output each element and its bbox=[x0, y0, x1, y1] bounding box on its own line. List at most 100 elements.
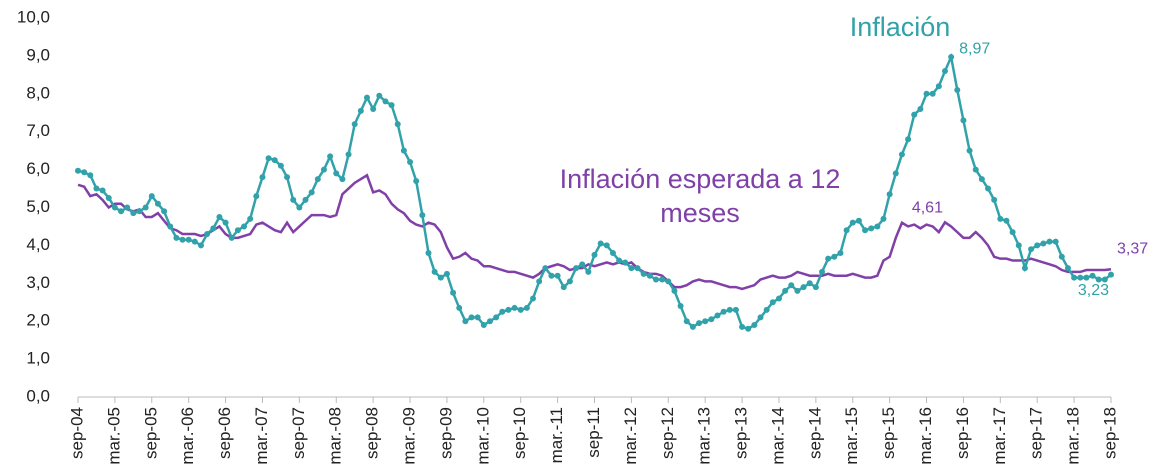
point bbox=[751, 321, 758, 328]
point bbox=[978, 176, 985, 183]
x-tick-label: sep-11 bbox=[584, 407, 603, 458]
x-tick-label: mar.-13 bbox=[695, 407, 714, 465]
point bbox=[167, 223, 174, 230]
point bbox=[456, 304, 463, 311]
point bbox=[874, 223, 881, 230]
x-tick-label: sep-14 bbox=[805, 407, 824, 459]
point bbox=[880, 215, 887, 222]
y-tick-label: 4,0 bbox=[26, 235, 50, 254]
x-tick-label: mar.-10 bbox=[473, 407, 492, 465]
point bbox=[646, 272, 653, 279]
point bbox=[247, 215, 254, 222]
point bbox=[486, 318, 493, 325]
point bbox=[732, 306, 739, 313]
x-tick-label: sep-17 bbox=[1027, 407, 1046, 459]
y-tick-label: 3,0 bbox=[26, 273, 50, 292]
point bbox=[659, 276, 666, 283]
point bbox=[966, 147, 973, 154]
point bbox=[616, 257, 623, 264]
point bbox=[505, 306, 512, 313]
point bbox=[197, 242, 204, 249]
point bbox=[118, 208, 125, 215]
point bbox=[554, 272, 561, 279]
point bbox=[75, 167, 81, 174]
point bbox=[105, 195, 112, 202]
point bbox=[370, 105, 377, 112]
point bbox=[536, 278, 543, 285]
y-tick-label: 8,0 bbox=[26, 83, 50, 102]
point bbox=[794, 287, 801, 294]
point bbox=[523, 304, 530, 311]
point bbox=[210, 225, 217, 232]
point bbox=[284, 174, 291, 181]
point bbox=[296, 204, 303, 211]
point bbox=[173, 234, 180, 241]
point bbox=[1101, 276, 1108, 283]
point bbox=[757, 314, 764, 321]
x-tick-label: mar.-12 bbox=[621, 407, 640, 465]
y-tick-label: 9,0 bbox=[26, 45, 50, 64]
point bbox=[480, 321, 487, 328]
point bbox=[935, 83, 942, 90]
point bbox=[991, 196, 998, 203]
point bbox=[898, 151, 905, 158]
value-label: 4,61 bbox=[912, 199, 943, 216]
point bbox=[905, 136, 912, 143]
x-tick-label: mar.-05 bbox=[104, 407, 123, 465]
x-tick-label: sep-08 bbox=[363, 407, 382, 459]
point bbox=[124, 204, 131, 211]
point bbox=[825, 255, 832, 262]
point bbox=[800, 284, 807, 291]
point bbox=[831, 253, 838, 260]
y-tick-label: 10,0 bbox=[17, 7, 50, 26]
x-tick-label: sep-10 bbox=[510, 407, 529, 459]
point bbox=[271, 157, 278, 164]
point bbox=[972, 166, 979, 173]
point bbox=[517, 306, 524, 313]
point bbox=[868, 225, 875, 232]
x-tick-label: sep-18 bbox=[1100, 407, 1119, 459]
point bbox=[204, 231, 211, 238]
x-tick-label: sep-04 bbox=[67, 407, 86, 459]
point bbox=[474, 314, 481, 321]
point bbox=[634, 265, 641, 272]
point bbox=[333, 170, 340, 177]
point bbox=[819, 268, 826, 275]
point bbox=[468, 314, 475, 321]
x-tick-label: sep-16 bbox=[953, 407, 972, 459]
point bbox=[775, 295, 782, 302]
point bbox=[603, 242, 610, 249]
series-line bbox=[77, 173, 1112, 291]
point bbox=[714, 312, 721, 319]
value-label: 8,97 bbox=[959, 40, 990, 57]
point bbox=[277, 162, 284, 169]
y-tick-label: 7,0 bbox=[26, 121, 50, 140]
point bbox=[87, 172, 94, 179]
y-tick-label: 1,0 bbox=[26, 349, 50, 368]
point bbox=[671, 287, 678, 294]
point bbox=[917, 105, 924, 112]
x-tick-label: mar.-18 bbox=[1064, 407, 1083, 465]
y-tick-label: 5,0 bbox=[26, 197, 50, 216]
point bbox=[320, 166, 327, 173]
point bbox=[591, 251, 598, 258]
x-tick-label: mar.-15 bbox=[842, 407, 861, 465]
point bbox=[1040, 240, 1047, 247]
point bbox=[1071, 274, 1078, 281]
point bbox=[597, 240, 604, 247]
point bbox=[1058, 253, 1065, 260]
x-tick-label: mar.-09 bbox=[400, 407, 419, 465]
point bbox=[407, 159, 414, 166]
point bbox=[1021, 265, 1028, 272]
point bbox=[388, 102, 395, 109]
value-label: 3,37 bbox=[1117, 240, 1148, 257]
series-label: Inflación esperada a 12 meses bbox=[559, 164, 841, 228]
point bbox=[259, 174, 266, 181]
point bbox=[142, 204, 149, 211]
point bbox=[542, 265, 549, 272]
x-tick-label: sep-15 bbox=[879, 407, 898, 459]
point bbox=[1095, 276, 1102, 283]
point bbox=[234, 227, 241, 234]
point bbox=[499, 308, 506, 315]
point bbox=[185, 236, 192, 243]
